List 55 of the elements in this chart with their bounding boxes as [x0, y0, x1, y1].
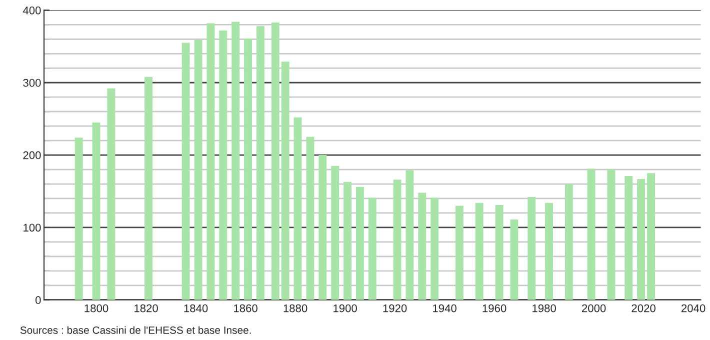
- bar: [107, 88, 116, 300]
- y-tick-label: 100: [24, 224, 41, 232]
- bar: [331, 166, 340, 300]
- bar: [92, 122, 100, 300]
- bar: [545, 202, 553, 300]
- bar: [306, 136, 314, 300]
- bar: [271, 22, 280, 300]
- source-note: Sources : base Cassini de l'EHESS et base Insee.: [20, 326, 251, 334]
- x-tick-label: 1880: [284, 304, 308, 312]
- x-tick-label: 2020: [632, 304, 656, 312]
- y-tick-label: 0: [35, 296, 41, 304]
- bar: [495, 205, 504, 300]
- x-tick-label: 2000: [582, 304, 606, 312]
- bar: [637, 178, 646, 300]
- bar: [475, 202, 484, 300]
- bar: [294, 117, 302, 300]
- bar: [406, 170, 414, 300]
- bar: [564, 184, 573, 300]
- bar: [418, 192, 426, 300]
- bar: [256, 26, 264, 300]
- bar: [455, 206, 464, 300]
- bar: [144, 76, 152, 300]
- x-tick-label: 1800: [84, 304, 108, 312]
- bar: [194, 40, 202, 300]
- bar: [528, 197, 536, 300]
- bar: [244, 38, 252, 300]
- bar: [624, 176, 633, 300]
- bar: [393, 180, 402, 300]
- y-tick-label: 400: [22, 6, 41, 14]
- bar: [607, 170, 616, 300]
- x-tick-label: 1860: [234, 304, 258, 312]
- bar: [219, 30, 228, 300]
- bar: [430, 198, 439, 300]
- x-tick-label: 1960: [482, 304, 506, 312]
- x-tick-label: 1980: [532, 304, 556, 312]
- bar: [368, 198, 376, 300]
- bar: [281, 62, 290, 300]
- x-tick-label: 1940: [433, 304, 456, 312]
- bar: [510, 219, 518, 300]
- bar: [344, 182, 352, 300]
- x-tick-label: 1900: [334, 304, 357, 312]
- bar: [318, 155, 327, 300]
- x-tick-label: 1840: [184, 304, 208, 312]
- bar: [587, 168, 596, 300]
- y-tick-label: 300: [23, 78, 41, 87]
- x-tick-label: 1920: [383, 304, 407, 312]
- y-tick-label: 200: [23, 151, 41, 160]
- x-tick-label: 2040: [682, 304, 706, 312]
- x-tick-label: 1820: [134, 304, 158, 312]
- bar: [232, 22, 240, 300]
- bar: [356, 186, 364, 300]
- bar: [74, 138, 83, 300]
- bar: [182, 42, 190, 300]
- bar: [647, 173, 655, 300]
- bar: [206, 23, 215, 300]
